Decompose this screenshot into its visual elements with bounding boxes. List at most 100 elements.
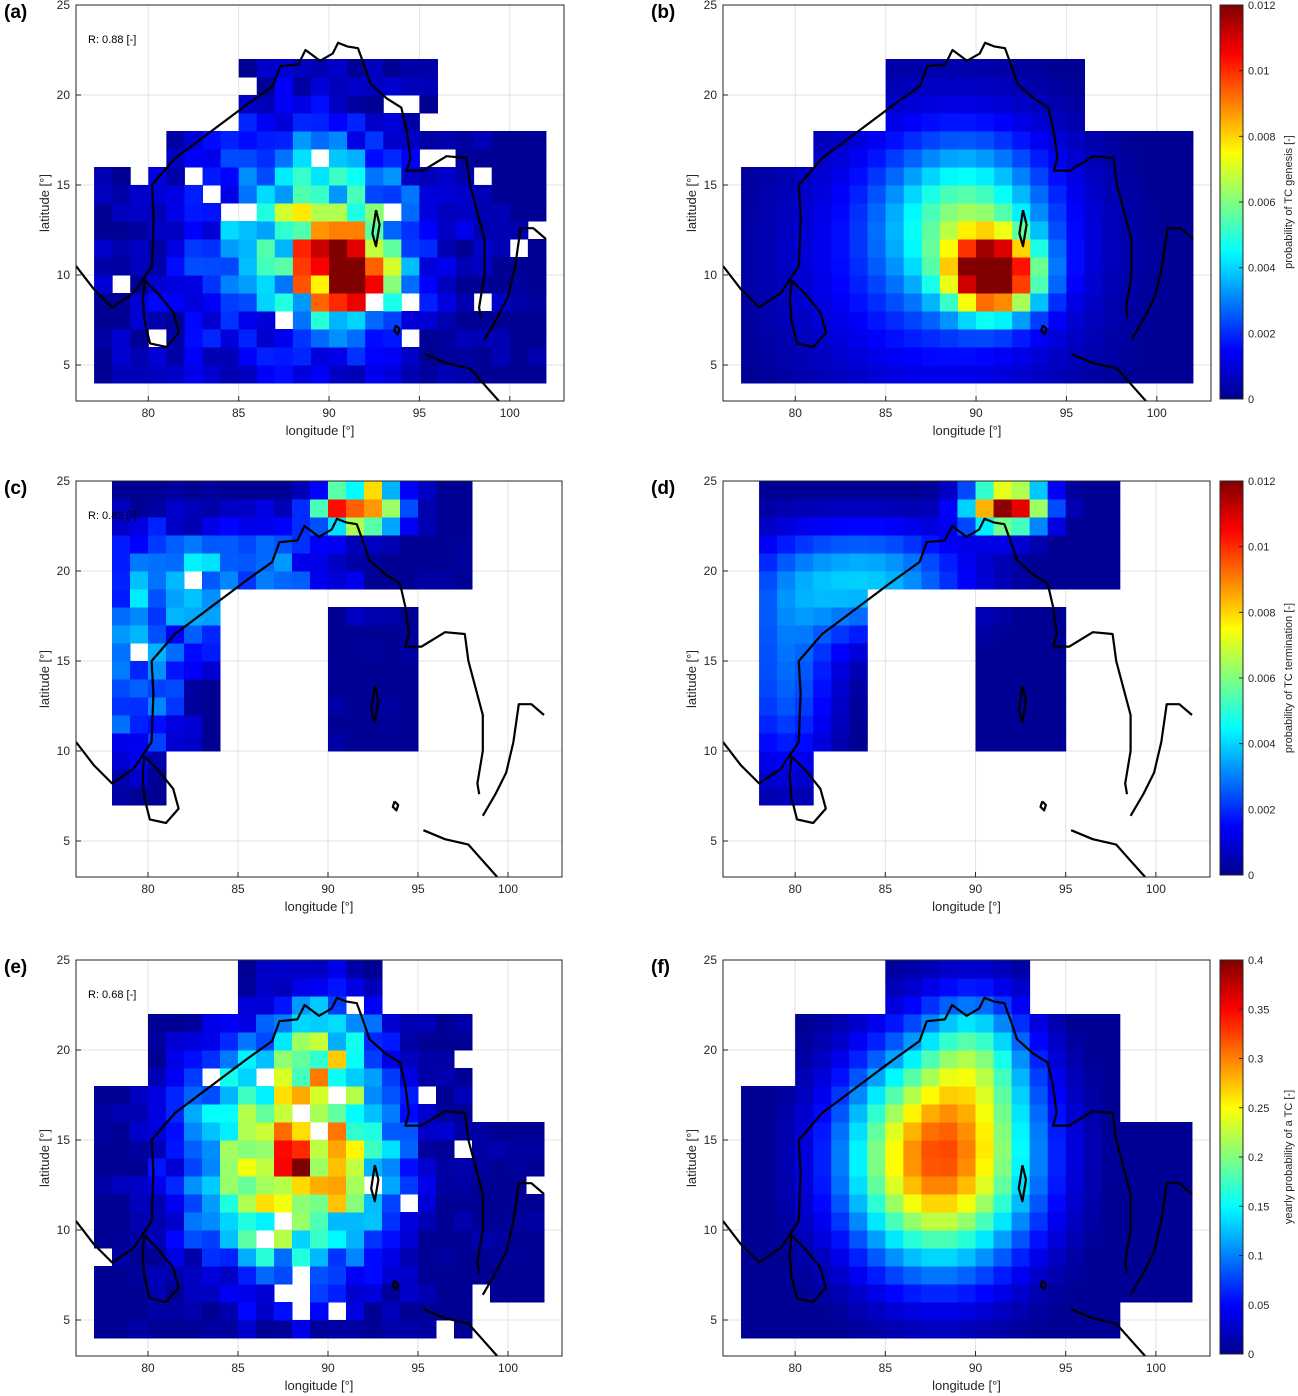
coastline-path	[422, 1308, 499, 1356]
heatmap-cell	[957, 113, 977, 132]
heatmap-cell	[867, 347, 887, 366]
heatmap-cell	[993, 1032, 1013, 1051]
heatmap-cell	[1101, 481, 1121, 500]
heatmap-cell	[436, 535, 455, 554]
heatmap-cell	[112, 625, 131, 644]
heatmap-cell	[130, 499, 149, 518]
heatmap-cell	[831, 365, 851, 384]
heatmap-cell	[1137, 1158, 1157, 1177]
colorbar-tick-label: 0.008	[1248, 607, 1276, 619]
heatmap-cell	[831, 679, 850, 698]
heatmap-cell	[220, 1032, 239, 1051]
heatmap-cell	[741, 1086, 760, 1105]
heatmap-cell	[1012, 59, 1031, 78]
heatmap-cell	[1101, 517, 1121, 536]
heatmap-cell	[94, 221, 113, 240]
heatmap-cell	[1012, 239, 1031, 258]
heatmap-cell	[849, 311, 869, 330]
heatmap-cell	[292, 221, 312, 240]
coastline	[76, 996, 545, 1356]
heatmap-cell	[1011, 1302, 1031, 1321]
heatmap-cell	[347, 149, 366, 168]
heatmap-cell	[256, 553, 275, 572]
heatmap-cell	[849, 607, 868, 626]
heatmap-cell	[401, 275, 420, 294]
heatmap-cell	[419, 293, 438, 312]
heatmap-cell	[813, 221, 832, 240]
heatmap-cell	[364, 481, 383, 500]
heatmap-cell	[939, 1194, 958, 1213]
heatmap-cell	[418, 1176, 437, 1195]
heatmap-cell	[383, 77, 402, 96]
heatmap-cell	[1083, 1212, 1103, 1231]
heatmap-cell	[220, 221, 240, 240]
heatmap-cell	[994, 347, 1013, 366]
heatmap-cell	[365, 95, 384, 114]
heatmap-cell	[328, 607, 347, 626]
heatmap-cell	[1029, 1140, 1049, 1159]
heatmap-cell	[921, 1194, 940, 1213]
heatmap-cell	[112, 1158, 131, 1177]
heatmap-cell	[328, 481, 347, 500]
heatmap-cell	[1048, 203, 1067, 222]
heatmap-cell	[292, 203, 312, 222]
heatmap-cell	[1101, 1284, 1121, 1303]
heatmap-cell	[759, 499, 778, 518]
heatmap-cell	[1029, 697, 1049, 716]
heatmap-cell	[1083, 1050, 1103, 1069]
heatmap-cell	[831, 589, 850, 608]
heatmap-cell	[777, 481, 796, 500]
heatmap-cell	[957, 203, 977, 222]
heatmap-cell	[184, 347, 204, 366]
heatmap-cell	[885, 59, 905, 78]
heatmap-cell	[130, 571, 149, 590]
x-tick-label: 90	[969, 406, 983, 420]
heatmap-cell	[1047, 1320, 1067, 1339]
heatmap-cell	[112, 1122, 131, 1141]
heatmap-cell	[184, 329, 204, 348]
heatmap-cell	[202, 257, 222, 276]
heatmap-cell	[867, 517, 886, 536]
heatmap-cell	[364, 996, 383, 1015]
heatmap-cell	[849, 149, 869, 168]
heatmap-cell	[148, 347, 167, 366]
heatmap-cell	[867, 1212, 886, 1231]
heatmap-cell	[993, 1014, 1013, 1033]
heatmap-cell	[238, 1212, 257, 1231]
heatmap-cell	[130, 1176, 149, 1195]
heatmap-cell	[238, 221, 258, 240]
heatmap-cell	[939, 553, 958, 572]
heatmap-cells	[759, 481, 1121, 806]
heatmap-cell	[238, 1158, 257, 1177]
heatmap-cell	[526, 1140, 545, 1159]
heatmap-cell	[436, 553, 455, 572]
heatmap-cell	[418, 499, 437, 518]
heatmap-cell	[1011, 733, 1031, 752]
x-tick-label: 85	[231, 1361, 245, 1375]
heatmap-cell	[849, 661, 868, 680]
heatmap-cell	[382, 1302, 401, 1321]
heatmap-cell	[238, 1086, 257, 1105]
heatmap-cell	[903, 535, 922, 554]
heatmap-cell	[1065, 553, 1085, 572]
coastline-path	[1070, 1308, 1146, 1356]
heatmap-cell	[148, 365, 167, 384]
heatmap-cell	[1047, 1140, 1067, 1159]
heatmap-cell	[436, 1284, 455, 1303]
heatmap-cell	[831, 535, 850, 554]
heatmap-cell	[274, 1068, 293, 1087]
heatmap-cell	[509, 149, 529, 168]
heatmap-cell	[994, 311, 1013, 330]
heatmap-cell	[184, 1194, 203, 1213]
heatmap-cell	[813, 1122, 832, 1141]
heatmap-cell	[1083, 1194, 1103, 1213]
heatmap-cell	[364, 1230, 383, 1249]
heatmap-cell	[184, 1320, 203, 1339]
heatmap-cell	[993, 1158, 1013, 1177]
heatmap-cell	[473, 149, 493, 168]
heatmap-cell	[921, 203, 941, 222]
heatmap-cell	[993, 697, 1013, 716]
heatmap-cell	[867, 1266, 886, 1285]
heatmap-cell	[382, 1320, 401, 1339]
axes-frame	[722, 959, 1211, 1357]
